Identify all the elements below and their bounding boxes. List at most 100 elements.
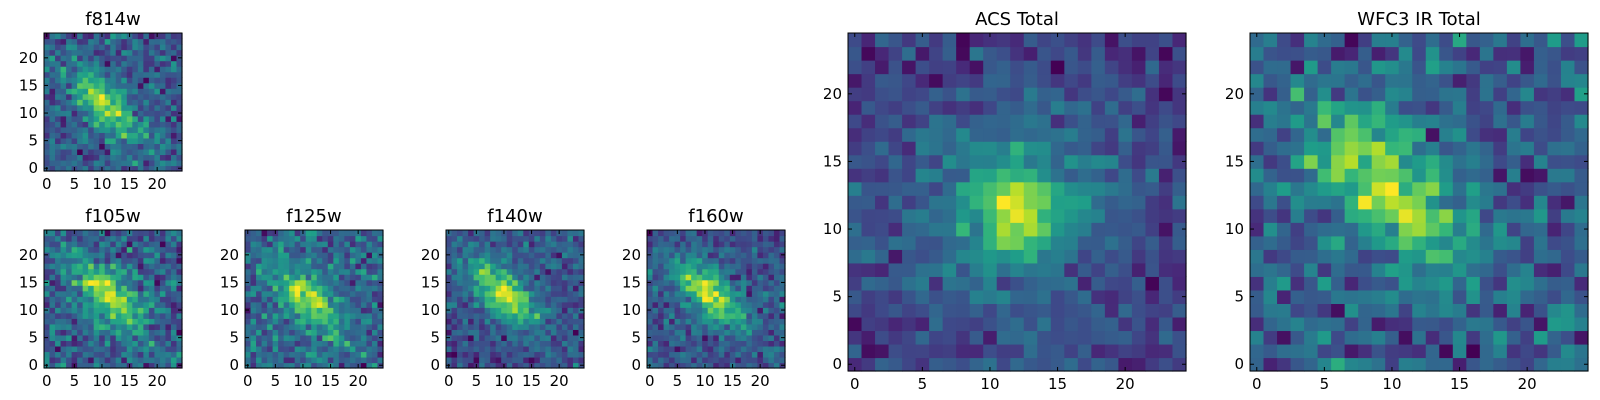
heatmap-cell (1331, 249, 1346, 264)
heatmap-cell (338, 334, 345, 341)
heatmap-cell (1466, 181, 1481, 196)
heatmap-cell (159, 235, 167, 242)
heatmap-cell (1574, 154, 1589, 169)
heatmap-cell (567, 301, 574, 308)
heatmap-cell (1493, 276, 1508, 291)
heatmap-cell (121, 345, 128, 353)
heatmap-cell (1250, 357, 1265, 372)
heatmap-cell (132, 279, 139, 286)
heatmap-cell (669, 263, 676, 270)
heatmap-cell (702, 301, 709, 308)
heatmap-cell (1263, 249, 1278, 264)
heatmap-cell (88, 159, 95, 167)
heatmap-cell (170, 246, 178, 253)
heatmap-cell (779, 312, 786, 319)
heatmap-cell (115, 148, 122, 156)
heatmap-cell (1023, 195, 1038, 210)
heatmap-cell (289, 279, 296, 286)
heatmap-cell (545, 290, 552, 297)
heatmap-cell (55, 323, 62, 330)
heatmap-cell (121, 279, 128, 286)
heatmap-cell (762, 285, 770, 292)
heatmap-cell (1317, 100, 1332, 115)
heatmap-cell (1533, 249, 1549, 264)
heatmap-cell (1091, 60, 1106, 75)
heatmap-cell (1050, 168, 1065, 183)
heatmap-cell (567, 246, 574, 253)
heatmap-cell (115, 60, 122, 67)
heatmap-cell (757, 285, 764, 292)
heatmap-cell (267, 323, 274, 330)
heatmap-cell (501, 307, 508, 314)
heatmap-cell (1506, 73, 1521, 88)
heatmap-cell (861, 330, 876, 345)
heatmap-cell (143, 290, 150, 297)
heatmap-cell (902, 60, 917, 75)
heatmap-cell (983, 289, 998, 304)
heatmap-cell (1250, 141, 1265, 156)
heatmap-cell (132, 307, 139, 314)
heatmap-cell (272, 340, 279, 347)
heatmap-cell (137, 55, 144, 62)
heatmap-cell (49, 362, 56, 369)
heatmap-cell (176, 93, 183, 100)
heatmap-cell (1493, 249, 1508, 264)
heatmap-cell (165, 241, 172, 248)
heatmap-cell (170, 99, 178, 106)
heatmap-cell (159, 257, 167, 264)
heatmap-cell (647, 296, 654, 303)
heatmap-cell (154, 290, 161, 297)
heatmap-cell (1358, 87, 1373, 102)
heatmap-cell (512, 312, 519, 319)
heatmap-cell (1385, 154, 1400, 169)
heatmap-cell (696, 285, 703, 292)
heatmap-cell (1412, 154, 1427, 169)
heatmap-cell (261, 351, 268, 358)
heatmap-cell (929, 33, 944, 48)
heatmap-cell (702, 356, 709, 364)
heatmap-cell (1506, 262, 1521, 277)
heatmap-cell (942, 262, 957, 277)
heatmap-cell (1547, 289, 1562, 304)
heatmap-cell (126, 93, 133, 100)
heatmap-cell (1412, 303, 1427, 318)
heatmap-cell (1145, 100, 1160, 115)
heatmap-cell (751, 340, 758, 347)
heatmap-cell (479, 230, 486, 237)
heatmap-cell (344, 307, 351, 314)
heatmap-cell (462, 323, 469, 330)
heatmap-cell (942, 222, 957, 237)
heatmap-cell (647, 356, 654, 364)
heatmap-cell (567, 334, 574, 341)
heatmap-cell (572, 257, 580, 264)
heatmap-cell (707, 340, 714, 347)
heatmap-cell (165, 246, 172, 253)
heatmap-cell (99, 71, 106, 78)
heatmap-cell (99, 318, 106, 325)
heatmap-cell (490, 362, 497, 369)
heatmap-cell (60, 329, 67, 336)
heatmap-cell (1506, 141, 1521, 156)
heatmap-cell (1172, 195, 1187, 210)
heatmap-cell (55, 159, 62, 167)
heatmap-cell (685, 362, 692, 369)
heatmap-cell (371, 356, 379, 364)
heatmap-cell (104, 235, 111, 242)
heatmap-cell (115, 55, 122, 62)
heatmap-cell (735, 318, 742, 325)
heatmap-cell (696, 307, 703, 314)
heatmap-cell (956, 249, 971, 264)
heatmap-cell (66, 154, 73, 161)
heatmap-cell (283, 252, 290, 259)
heatmap-cell (501, 235, 508, 242)
x-tick-label: 10 (92, 372, 111, 390)
heatmap-cell (746, 340, 753, 347)
heatmap-cell (93, 257, 100, 264)
heatmap-cell (316, 235, 323, 242)
heatmap-cell (355, 268, 362, 275)
heatmap-cell (740, 362, 747, 369)
heatmap-cell (724, 318, 731, 325)
heatmap-cell (1466, 87, 1481, 102)
heatmap-cell (861, 235, 876, 250)
heatmap-cell (495, 235, 502, 242)
